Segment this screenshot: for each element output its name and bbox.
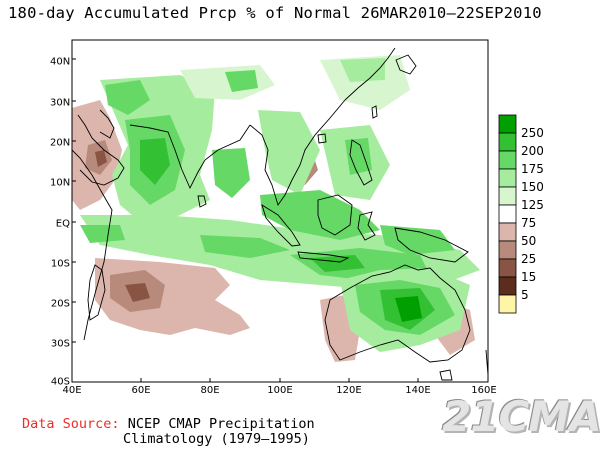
data-source-line1: NCEP CMAP Precipitation	[127, 416, 315, 432]
lat-label-10n: 10N	[50, 177, 71, 189]
coast-java	[297, 251, 350, 263]
coast-japan	[395, 54, 417, 75]
coast-arabia	[77, 114, 125, 186]
legend-label-150: 150	[521, 180, 544, 194]
wet-region-philippines	[345, 138, 372, 175]
legend-swatch-175-200	[498, 150, 517, 170]
legend-swatch-25-50	[498, 240, 517, 260]
legend-swatch-125-150	[498, 186, 517, 206]
legend-swatch-200-250	[498, 132, 517, 152]
legend-label-50: 50	[521, 234, 537, 248]
legend-swatch-5-15	[498, 276, 517, 296]
legend-swatch-150-175	[498, 168, 517, 188]
coast-australia	[324, 264, 471, 363]
data-source-line2: Climatology (1979–1995)	[123, 431, 310, 447]
coast-indochina	[249, 99, 346, 207]
coast-sumatra	[261, 203, 301, 247]
dry-region-arabia-peak	[95, 150, 107, 167]
coast-india	[129, 124, 251, 190]
wet-region-sumatra-borneo	[260, 190, 380, 240]
lon-label-100e: 100E	[267, 385, 293, 396]
wet-region-maritime-east	[380, 225, 455, 255]
coastlines	[72, 47, 488, 381]
coast-hainan	[317, 133, 327, 144]
shaded-anomaly-field	[72, 55, 480, 362]
coast-africa	[72, 149, 113, 341]
lon-label-160e: 160E	[471, 385, 497, 396]
data-source-label: Data Source:	[22, 416, 120, 432]
axis-ticks	[72, 58, 419, 382]
legend-swatch-above-250	[498, 114, 517, 134]
wet-region-java-core	[310, 255, 365, 272]
legend-label-5: 5	[521, 288, 529, 302]
legend-swatch-below-5	[498, 294, 517, 314]
coast-china	[344, 47, 396, 101]
legend-label-25: 25	[521, 252, 537, 266]
lat-label-eq: EQ	[55, 218, 70, 230]
lat-label-10s: 10S	[50, 258, 70, 270]
coast-borneo	[317, 194, 353, 236]
wet-region-australia-max	[395, 296, 422, 322]
legend-label-250: 250	[521, 126, 544, 140]
lon-label-60e: 60E	[131, 385, 151, 396]
wet-region-tibet	[180, 65, 275, 100]
wet-region-equatorial-core	[200, 235, 290, 258]
coast-persian-gulf	[99, 109, 115, 139]
legend-label-125: 125	[521, 198, 544, 212]
coast-madagascar	[87, 264, 106, 321]
wet-region-indochina	[258, 110, 320, 195]
legend-label-15: 15	[521, 270, 537, 284]
lat-label-20n: 20N	[50, 137, 71, 149]
lat-label-30n: 30N	[50, 97, 71, 109]
wet-region-bay-of-bengal	[212, 148, 250, 198]
dry-region-madagascar-core	[125, 283, 150, 302]
coast-tasmania	[439, 369, 453, 381]
legend-swatch-50-75	[498, 222, 517, 242]
lat-label-40s: 40S	[50, 376, 70, 388]
lon-label-80e: 80E	[200, 385, 220, 396]
map-title: 180-day Accumulated Prcp % of Normal 26M…	[8, 4, 542, 22]
legend-swatch-15-25	[498, 258, 517, 278]
coast-sulawesi	[357, 211, 376, 241]
lon-label-40e: 40E	[62, 385, 82, 396]
legend-label-200: 200	[521, 144, 544, 158]
lon-label-120e: 120E	[336, 385, 362, 396]
lat-label-40n: 40N	[50, 56, 71, 68]
wet-region-indian-ocean-west	[80, 225, 125, 243]
wet-region-china-core	[340, 58, 385, 82]
wet-region-arabian-sea-peak	[140, 138, 170, 185]
watermark-logo: 21CMA	[442, 392, 600, 441]
coast-sri-lanka	[197, 195, 207, 208]
coast-new-guinea	[394, 227, 469, 263]
legend-swatch-75-125	[498, 204, 517, 224]
legend-label-175: 175	[521, 162, 544, 176]
wet-region-pakistan	[105, 80, 150, 115]
lat-label-30s: 30S	[50, 338, 70, 350]
coast-taiwan	[371, 105, 378, 119]
legend-colorbar	[498, 114, 517, 314]
lon-label-140e: 140E	[405, 385, 431, 396]
data-source: Data Source: NCEP CMAP Precipitation Cli…	[22, 417, 315, 447]
coast-philippines	[349, 139, 373, 186]
lat-label-20s: 20S	[50, 298, 70, 310]
wet-region-tibet-core	[225, 70, 258, 92]
legend-label-75: 75	[521, 216, 537, 230]
